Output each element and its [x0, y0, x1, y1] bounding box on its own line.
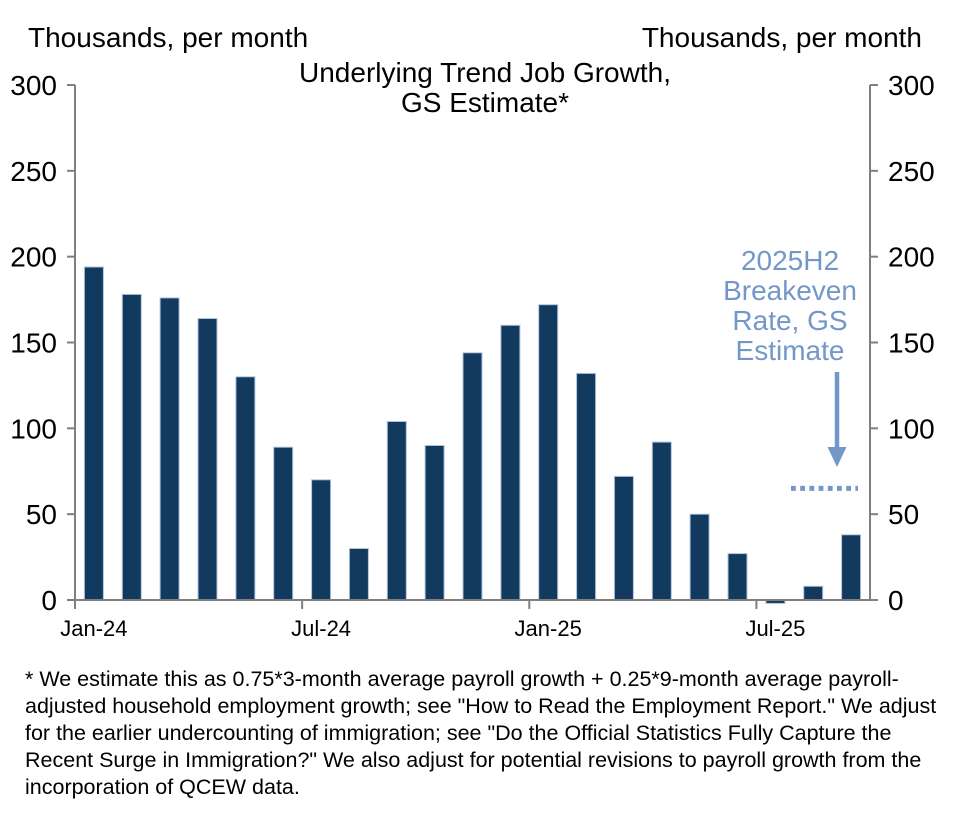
bar: [273, 446, 294, 601]
chart-plot-area: 0 0 50 50 100 100 150 150 200 200 250 250 300 300 Jan-…: [10, 70, 935, 641]
x-tick-label: Jan-24: [60, 616, 127, 641]
x-tick-label: Jul-25: [745, 616, 805, 641]
y-tick-label-right: 300: [888, 70, 935, 101]
y-tick-label-left: 300: [10, 70, 57, 101]
breakeven-arrow-head: [827, 447, 847, 467]
bar: [727, 553, 748, 601]
y-tick-label-right: 50: [888, 499, 919, 530]
y-tick-label-right: 0: [888, 585, 904, 616]
y-tick-label-left: 250: [10, 156, 57, 187]
x-tick-label: Jan-25: [515, 616, 582, 641]
bar: [121, 293, 142, 601]
chart-title: Underlying Trend Job Growth, GS Estimate…: [299, 57, 671, 118]
y-tick-label-right: 250: [888, 156, 935, 187]
bar: [689, 513, 710, 601]
breakeven-annotation-label: 2025H2 Breakeven Rate, GS Estimate: [723, 245, 857, 366]
y-tick-label-left: 150: [10, 328, 57, 359]
bar: [386, 421, 407, 601]
left-axis-units-label: Thousands, per month: [28, 22, 309, 53]
bar: [235, 376, 256, 601]
bar: [576, 372, 597, 601]
y-tick-label-right: 200: [888, 242, 935, 273]
bar: [841, 534, 862, 601]
bar: [803, 585, 824, 601]
bar: [197, 318, 218, 601]
y-tick-label-right: 100: [888, 413, 935, 444]
bar: [462, 352, 483, 601]
bar: [613, 475, 634, 601]
bar: [538, 304, 559, 601]
bar: [651, 441, 672, 601]
y-tick-label-left: 0: [41, 585, 57, 616]
y-tick-label-left: 100: [10, 413, 57, 444]
bar: [83, 266, 104, 601]
bar: [424, 445, 445, 601]
y-tick-label-right: 150: [888, 328, 935, 359]
bar: [159, 297, 180, 601]
bar: [348, 548, 369, 601]
right-axis-units-label: Thousands, per month: [641, 22, 922, 53]
y-tick-label-left: 50: [26, 499, 57, 530]
x-tick-label: Jul-24: [291, 616, 351, 641]
y-tick-label-left: 200: [10, 242, 57, 273]
bar: [311, 479, 332, 601]
footnote: * We estimate this as 0.75*3-month avera…: [25, 667, 937, 799]
bar: [500, 324, 521, 601]
